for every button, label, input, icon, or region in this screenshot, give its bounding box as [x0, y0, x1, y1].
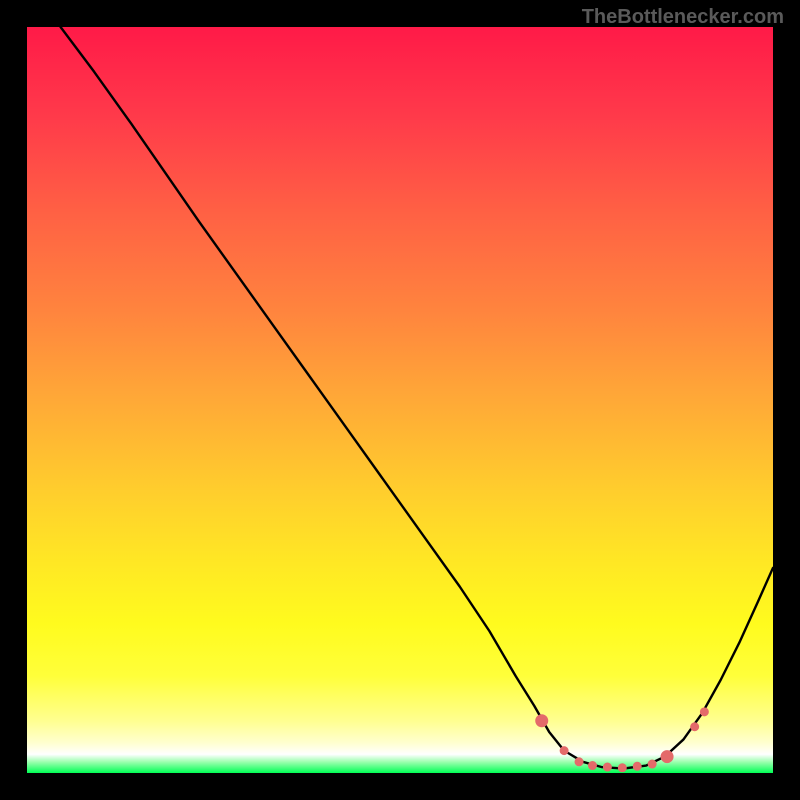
- marker-dot: [560, 747, 568, 755]
- marker-dot: [633, 762, 641, 770]
- gradient-background: [27, 27, 773, 773]
- marker-dot: [700, 708, 708, 716]
- plot-svg: [27, 27, 773, 773]
- marker-dot: [575, 758, 583, 766]
- marker-dot: [536, 715, 548, 727]
- marker-dot: [661, 751, 673, 763]
- marker-dot: [691, 723, 699, 731]
- marker-dot: [603, 763, 611, 771]
- plot-area: [27, 27, 773, 773]
- figure-container: TheBottlenecker.com: [0, 0, 800, 800]
- marker-dot: [588, 762, 596, 770]
- marker-dot: [618, 764, 626, 772]
- marker-dot: [648, 760, 656, 768]
- watermark-text: TheBottlenecker.com: [582, 6, 784, 29]
